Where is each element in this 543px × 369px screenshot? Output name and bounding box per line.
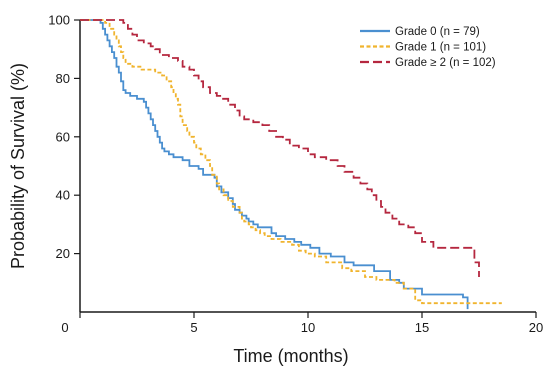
legend: Grade 0 (n = 79) Grade 1 (n = 101) Grade ≥… bbox=[360, 26, 496, 69]
series-line-0 bbox=[80, 19, 469, 310]
legend-label-1: Grade 1 (n = 101) bbox=[395, 42, 486, 54]
y-tick-label: 60 bbox=[56, 129, 70, 144]
x-tick-label: 0 bbox=[61, 320, 68, 335]
x-axis-title: Time (months) bbox=[233, 346, 348, 366]
legend-label-0: Grade 0 (n = 79) bbox=[395, 26, 480, 38]
x-tick-label: 5 bbox=[190, 320, 197, 335]
ticks: 20 40 60 80 100 0 5 10 15 20 bbox=[48, 13, 543, 336]
series-line-1 bbox=[80, 19, 502, 305]
legend-label-2: Grade ≥ 2 (n = 102) bbox=[395, 57, 496, 69]
y-axis-title: Probability of Survival (%) bbox=[8, 63, 28, 269]
y-tick-label: 80 bbox=[56, 71, 70, 86]
x-tick-label: 20 bbox=[529, 320, 543, 335]
y-tick-label: 100 bbox=[48, 13, 70, 28]
x-tick-label: 15 bbox=[415, 320, 429, 335]
y-tick-label: 20 bbox=[56, 246, 70, 261]
plot-area bbox=[80, 19, 502, 310]
y-tick-label: 40 bbox=[56, 188, 70, 203]
x-tick-label: 10 bbox=[301, 320, 315, 335]
